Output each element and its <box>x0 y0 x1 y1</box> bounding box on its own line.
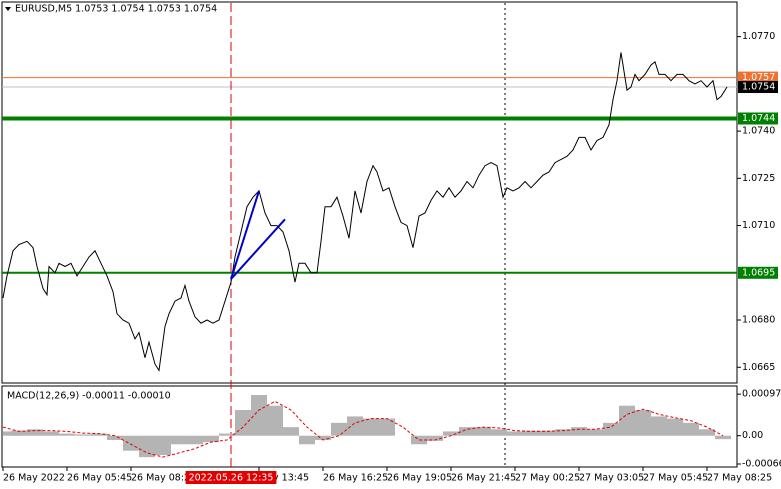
level-label-box <box>738 71 778 84</box>
macd-bar <box>539 430 555 436</box>
y-tick-label: 1.0740 <box>742 126 775 137</box>
macd-bar <box>699 429 715 436</box>
macd-bar <box>667 418 683 436</box>
macd-bar <box>171 435 187 445</box>
macd-bar <box>11 430 27 436</box>
macd-bar <box>715 435 731 440</box>
macd-bar <box>507 431 523 436</box>
macd-bar <box>123 435 139 451</box>
macd-bar <box>587 429 603 436</box>
signal-line <box>2 400 724 458</box>
macd-bar <box>555 429 571 436</box>
macd-bar <box>59 433 75 436</box>
macd-bar <box>235 410 251 436</box>
x-tick-label: 27 May 03:05 <box>579 473 644 484</box>
level-label: 1.0757 <box>742 72 775 83</box>
macd-bar <box>411 435 427 445</box>
macd-bar <box>267 405 283 436</box>
trend-line <box>230 218 286 280</box>
y-tick-label: 1.0680 <box>742 315 775 326</box>
macd-bar <box>299 435 315 445</box>
macd-bar <box>75 434 91 436</box>
y-tick-label: 1.0665 <box>742 362 775 373</box>
level-label: 1.0744 <box>742 113 775 124</box>
macd-bar <box>427 435 443 441</box>
price-line <box>2 52 728 372</box>
crosshair-label: 2022.05.26 12:35 <box>189 473 274 484</box>
plot-layer: 1.0770 1.0740 1.0725 1.0710 1.0680 1.0665 1.07… <box>2 3 781 484</box>
level-label: 1.0754 <box>742 82 775 93</box>
level-label-box <box>738 81 778 94</box>
macd-bar <box>571 427 587 436</box>
macd-bar <box>603 422 619 436</box>
macd-bar <box>331 422 347 436</box>
x-tick-label: 26 May 21:45 <box>451 473 516 484</box>
x-tick-label: 27 May 08:25 <box>707 473 772 484</box>
macd-bar <box>683 422 699 436</box>
price-panel <box>1 1 738 384</box>
macd-bar <box>491 429 507 436</box>
x-tick-label: 26 May 16:25 <box>323 473 388 484</box>
macd-bar <box>315 435 331 440</box>
macd-bar <box>283 427 299 436</box>
level-label-box <box>738 266 778 279</box>
macd-bar <box>203 435 219 443</box>
y-tick-label: 1.0770 <box>742 31 775 42</box>
macd-bar <box>347 416 363 436</box>
level-label-box <box>738 112 778 125</box>
chart-title: EURUSD,M5 1.0753 1.0754 1.0753 1.0754 <box>15 4 217 15</box>
macd-bar <box>155 435 171 455</box>
macd-bar <box>523 430 539 436</box>
macd-bar <box>27 429 43 436</box>
x-tick-label: 26 May 05:45 <box>67 473 132 484</box>
macd-bar <box>459 427 475 436</box>
x-tick-label: May 13:45 <box>259 473 309 484</box>
y-tick-label: 1.0725 <box>742 173 775 184</box>
macd-bar <box>619 405 635 436</box>
macd-bar <box>363 418 379 436</box>
x-tick-label: 27 May 00:25 <box>515 473 580 484</box>
macd-bar <box>219 433 235 436</box>
level-label: 1.0695 <box>742 267 775 278</box>
symbol-arrow <box>5 7 11 11</box>
macd-bar <box>651 416 667 436</box>
macd-bar <box>187 435 203 445</box>
macd-bar <box>91 433 107 436</box>
y-tick-label: 1.0710 <box>742 220 775 231</box>
x-tick-label: 26 May 2022 <box>3 473 65 484</box>
macd-bar <box>251 395 267 436</box>
x-tick-label: 26 May 19:05 <box>387 473 452 484</box>
macd-bar <box>475 427 491 436</box>
macd-bar <box>443 431 459 436</box>
y-tick-label: 0.00 <box>742 430 763 441</box>
crosshair-label-box <box>185 471 277 484</box>
macd-bar <box>379 418 395 436</box>
trend-line <box>230 190 260 280</box>
x-tick-label: 26 May 08:25 <box>131 473 196 484</box>
macd-bar <box>139 435 155 458</box>
macd-title: MACD(12,26,9) -0.00011 -0.00010 <box>7 391 171 402</box>
x-tick-label: 27 May 05:45 <box>643 473 708 484</box>
macd-bar <box>635 410 651 436</box>
y-tick-label: -0.00066 <box>742 459 781 470</box>
macd-bar <box>43 431 59 436</box>
macd-bar <box>107 435 123 440</box>
y-tick-label: 0.00097 <box>742 389 781 400</box>
